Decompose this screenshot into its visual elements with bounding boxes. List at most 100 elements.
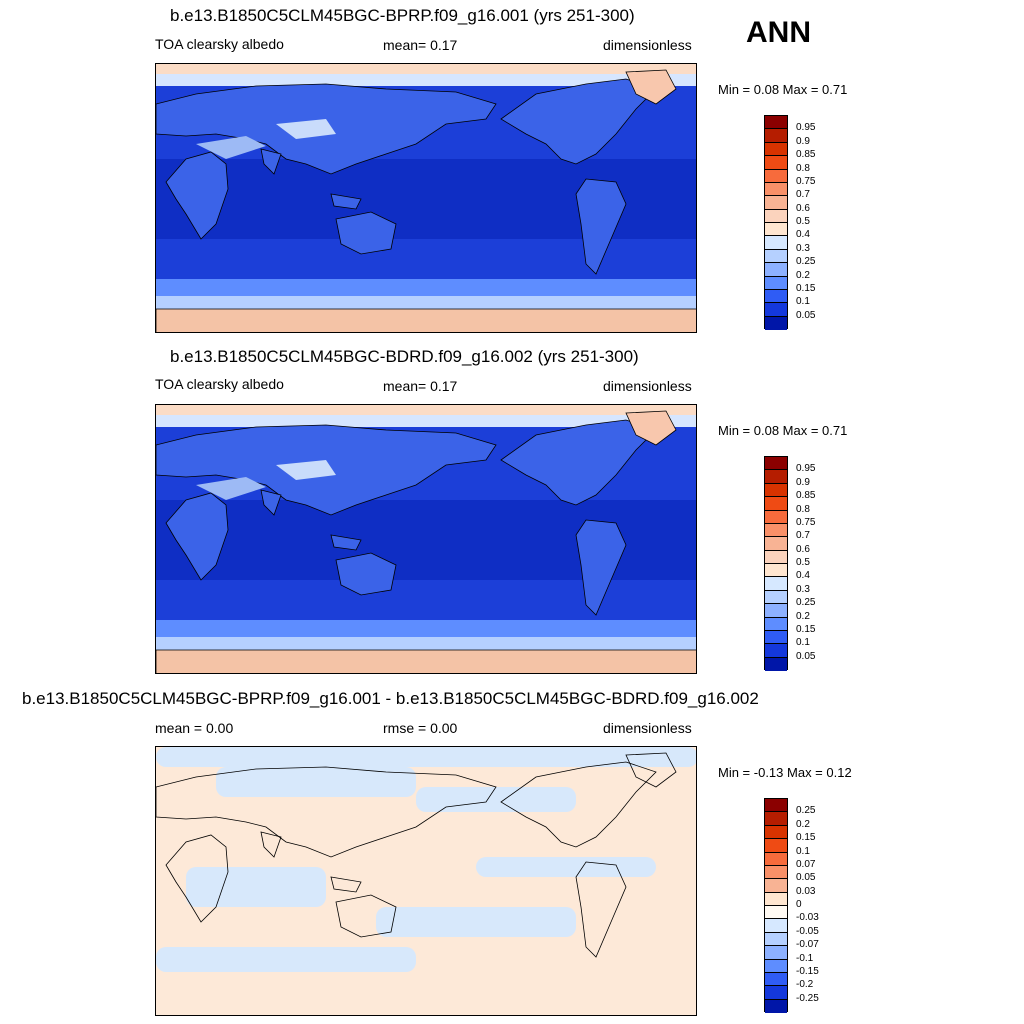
colorbar-swatch [765, 129, 787, 143]
colorbar-swatch [765, 169, 787, 183]
continent-outline [575, 178, 627, 275]
panel-3-map [155, 746, 697, 1016]
colorbar-swatch [765, 209, 787, 223]
colorbar-swatch [765, 550, 787, 564]
colorbar-swatch [765, 906, 787, 920]
panel-2-units-label: dimensionless [603, 378, 692, 394]
colorbar-swatch [765, 142, 787, 157]
colorbar-tick-label: 0.75 [796, 516, 816, 528]
continent-outline [625, 69, 677, 105]
coastline [260, 831, 282, 858]
panel-3-rmse-label: rmse = 0.00 [383, 720, 458, 736]
panel-3-mean-label: mean = 0.00 [155, 720, 234, 736]
colorbar-swatch [765, 483, 787, 498]
sea-ice-band [156, 296, 696, 310]
panel-1-colorbar [764, 115, 788, 330]
arctic-ice [156, 405, 696, 415]
colorbar-swatch [765, 946, 787, 960]
colorbar-swatch [765, 799, 787, 813]
colorbar-swatch [765, 289, 787, 304]
colorbar-tick-label: 0.05 [796, 650, 816, 662]
colorbar-tick-label: 0.15 [796, 832, 816, 844]
diff-negative-region [416, 787, 576, 812]
colorbar-tick-label: 0.5 [796, 216, 810, 227]
colorbar-tick-label: 0.03 [796, 885, 816, 897]
colorbar-tick-label: 0.07 [796, 858, 816, 870]
colorbar-tick-label: 0.8 [796, 503, 810, 515]
colorbar-tick-label: 0.05 [796, 872, 816, 884]
panel-1-variable-label: TOA clearsky albedo [155, 36, 284, 52]
panel-3-minmax: Min = -0.13 Max = 0.12 [718, 765, 852, 780]
arctic-ice [156, 64, 696, 74]
colorbar-swatch [765, 999, 787, 1013]
diff-negative-region [186, 867, 326, 907]
continent-outline [500, 78, 657, 165]
colorbar-swatch [765, 249, 787, 264]
colorbar-swatch [765, 972, 787, 987]
colorbar-swatch [765, 276, 787, 290]
colorbar-swatch [765, 182, 787, 197]
colorbar-swatch [765, 839, 787, 853]
colorbar-tick-label: 0.2 [796, 269, 810, 281]
colorbar-tick-label: 0.1 [796, 845, 810, 857]
colorbar-tick-label: 0.9 [796, 135, 810, 147]
colorbar-tick-label: 0.7 [796, 189, 810, 201]
southern-ocean-band [156, 620, 696, 640]
colorbar-swatch [765, 959, 787, 973]
colorbar-swatch [765, 236, 787, 250]
colorbar-tick-label: 0.9 [796, 476, 810, 488]
continent-outline [156, 308, 696, 332]
colorbar-tick-label: 0.25 [796, 597, 816, 609]
panel-2-title: b.e13.B1850C5CLM45BGC-BDRD.f09_g16.002 (… [170, 347, 639, 366]
continent-outline [500, 419, 657, 506]
colorbar-tick-label: 0.95 [796, 463, 816, 475]
colorbar-swatch [765, 223, 787, 237]
continent-outline [330, 534, 362, 551]
southern-ocean-band [156, 279, 696, 299]
coastline [500, 761, 657, 848]
colorbar-tick-label: 0.15 [796, 623, 816, 635]
coastline [335, 894, 397, 938]
season-label: ANN [746, 16, 811, 49]
colorbar-swatch [765, 919, 787, 933]
colorbar-swatch [765, 116, 787, 130]
panel-3-title: b.e13.B1850C5CLM45BGC-BPRP.f09_g16.001 -… [22, 689, 759, 708]
diff-negative-region [156, 747, 696, 767]
diff-negative-region [216, 767, 416, 797]
continent-outline [156, 649, 696, 673]
colorbar-tick-label: 0.75 [796, 175, 816, 187]
colorbar-tick-label: 0.3 [796, 583, 810, 595]
continent-outline [165, 151, 229, 240]
colorbar-tick-label: 0 [796, 899, 802, 910]
panel-3-colorbar [764, 798, 788, 1013]
continent-outline [260, 148, 282, 175]
panel-1-mean-label: mean= 0.17 [383, 37, 458, 53]
colorbar-tick-label: 0.6 [796, 202, 810, 214]
panel-2-mean-label: mean= 0.17 [383, 378, 458, 394]
panel-2-colorbar [764, 456, 788, 671]
colorbar-tick-label: -0.03 [796, 912, 819, 924]
colorbar-tick-label: -0.15 [796, 965, 819, 977]
panel-2-map [155, 404, 697, 674]
continent-outline [260, 489, 282, 516]
colorbar-swatch [765, 156, 787, 170]
colorbar-tick-label: 0.3 [796, 242, 810, 254]
colorbar-swatch [765, 657, 787, 671]
colorbar-swatch [765, 303, 787, 317]
desert-region [196, 136, 266, 159]
colorbar-swatch [765, 879, 787, 893]
colorbar-tick-label: 0.4 [796, 229, 810, 241]
coastline [575, 861, 627, 958]
colorbar-tick-label: 0.6 [796, 543, 810, 555]
panel-2-minmax: Min = 0.08 Max = 0.71 [718, 423, 848, 438]
coastline [625, 752, 677, 788]
colorbar-tick-label: -0.05 [796, 925, 819, 937]
colorbar-tick-label: -0.2 [796, 979, 814, 991]
colorbar-tick-label: 0.5 [796, 557, 810, 568]
desert-region [196, 477, 266, 500]
colorbar-swatch [765, 457, 787, 471]
colorbar-tick-label: 0.05 [796, 309, 816, 321]
colorbar-tick-label: 0.95 [796, 122, 816, 134]
colorbar-swatch [765, 644, 787, 658]
colorbar-tick-label: 0.2 [796, 818, 810, 830]
